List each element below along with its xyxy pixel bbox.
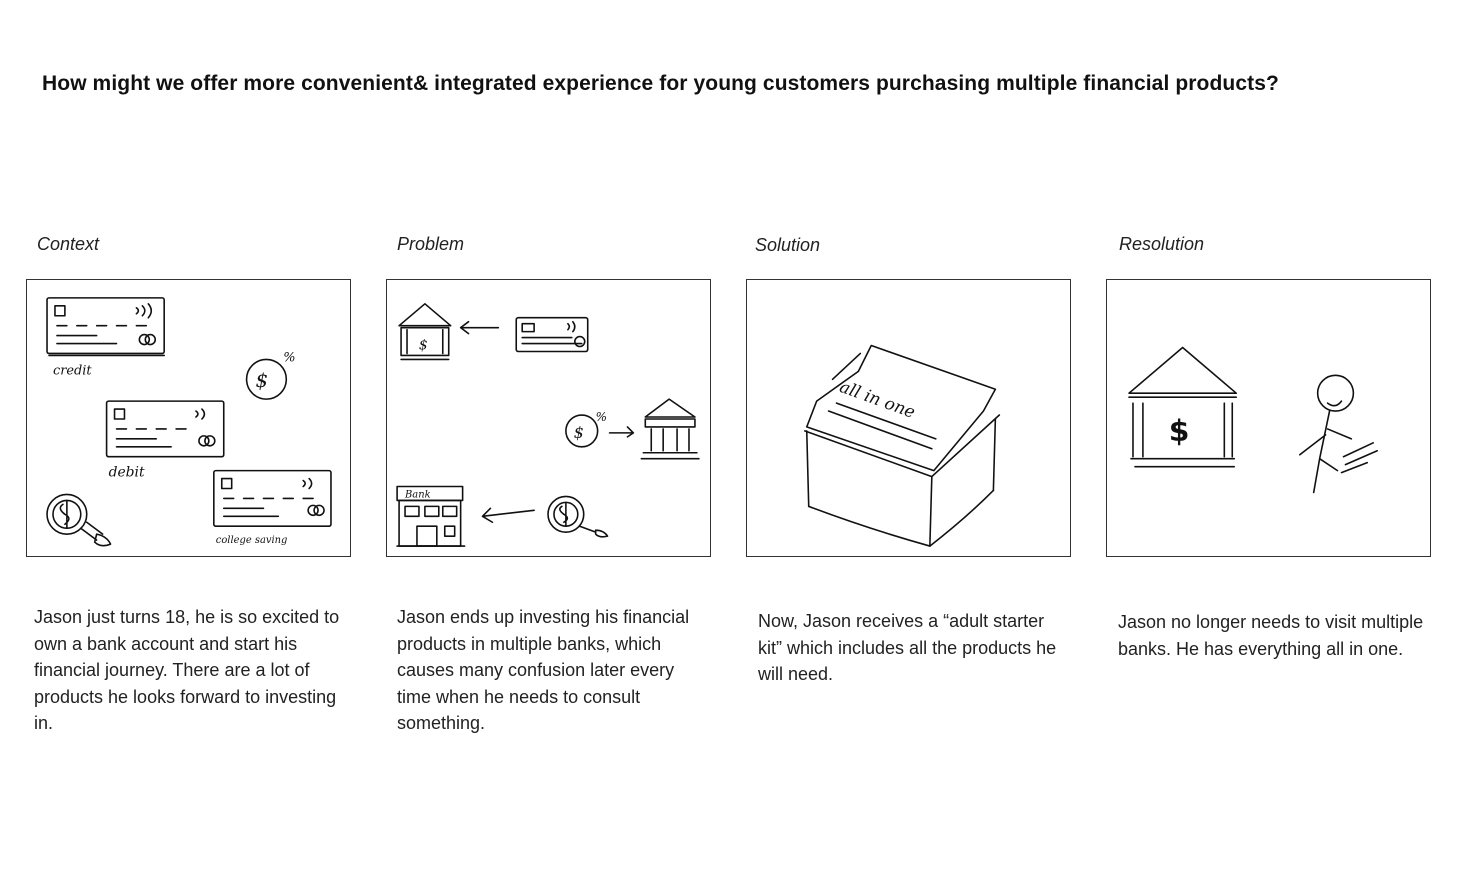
- bank-house-icon: $: [398, 303, 452, 361]
- happy-person-icon: [1298, 374, 1379, 494]
- sketch-bank-dollar-text: $: [419, 337, 428, 353]
- sketch-debit-text: debit: [109, 465, 145, 481]
- panel-caption-solution: Now, Jason receives a “adult starter kit…: [758, 611, 1057, 684]
- panel-label-context: Context: [37, 234, 100, 254]
- coin-percent-icon: $ %: [565, 410, 607, 448]
- sketch-dollar-text: $: [256, 369, 269, 392]
- college-saving-card-icon: [213, 469, 332, 528]
- panel-caption-context: Jason just turns 18, he is so excited to…: [34, 607, 340, 733]
- panel-label-resolution: Resolution: [1119, 234, 1205, 254]
- storyboard-panel-problem: $ $ %: [386, 279, 711, 557]
- debit-card-icon: [105, 400, 225, 458]
- solution-sketch: all in one: [803, 344, 1001, 547]
- sketch-college-saving-text: college saving: [216, 535, 288, 546]
- coin-percent-icon: $ %: [245, 350, 296, 400]
- sketch-problem-percent-text: %: [596, 410, 607, 424]
- panel-caption-problem: Jason ends up investing his financial pr…: [397, 607, 690, 733]
- sketch-resolution-dollar-text: $: [1169, 414, 1190, 449]
- card-icon: [515, 316, 589, 353]
- sketch-credit-text: credit: [53, 363, 92, 378]
- bank-temple-icon: [640, 398, 700, 460]
- arrow-left-icon: [459, 320, 500, 335]
- box-icon: all in one: [803, 344, 1001, 547]
- arrow-right-icon: [608, 426, 635, 438]
- panel-label-problem: Problem: [397, 234, 465, 254]
- arrow-left-icon-2: [481, 507, 535, 524]
- magnifier-coin-icon: [46, 493, 112, 547]
- sketch-percent-text: %: [283, 350, 295, 365]
- panel-label-solution: Solution: [755, 235, 821, 255]
- resolution-sketch: $: [1128, 346, 1379, 494]
- storyboard-panel-resolution: $: [1106, 279, 1431, 557]
- page-title: How might we offer more convenient& inte…: [42, 72, 1279, 95]
- bank-building-icon: Bank: [396, 485, 466, 547]
- credit-card-icon: [46, 297, 165, 357]
- problem-sketch: $ $ %: [396, 303, 700, 547]
- bank-house-icon: $: [1128, 346, 1238, 468]
- storyboard-panel-context: credit $ % debit: [26, 279, 351, 557]
- sketch-bank-sign-text: Bank: [404, 489, 431, 500]
- context-sketch: credit $ % debit: [46, 297, 332, 547]
- storyboard-panel-solution: all in one: [746, 279, 1071, 557]
- sketch-all-in-one-text: all in one: [837, 376, 918, 422]
- panel-caption-resolution: Jason no longer needs to visit multiple …: [1118, 612, 1424, 659]
- magnifier-coin-icon: [547, 495, 609, 538]
- sketch-coin-dollar-text: $: [574, 423, 584, 442]
